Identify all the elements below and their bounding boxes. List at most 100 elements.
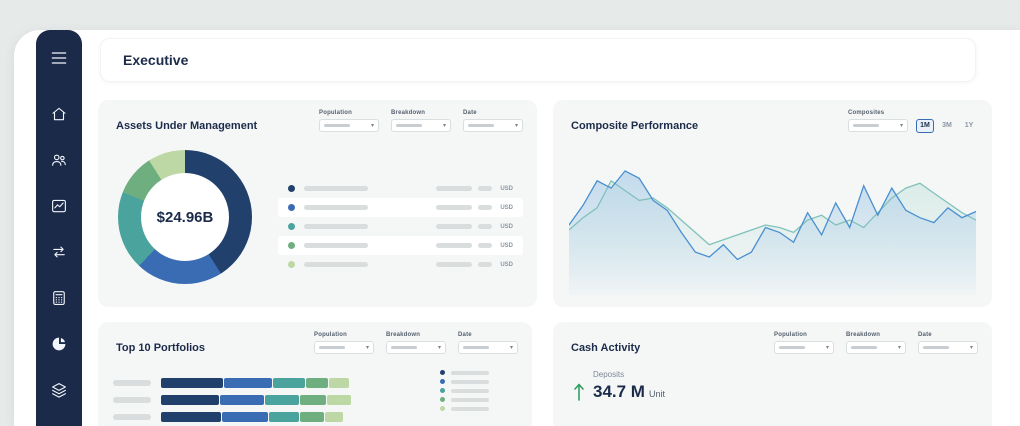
- card-assets-under-management: Assets Under Management Population ▾ Break…: [98, 100, 537, 307]
- bar-segment-teal: [273, 377, 305, 388]
- portfolio-name-placeholder: [113, 396, 151, 403]
- filter-select[interactable]: ▾: [774, 341, 834, 354]
- sidebar-item-holdings[interactable]: [36, 380, 82, 400]
- filter-select[interactable]: ▾: [463, 119, 523, 132]
- legend-value-placeholder: [436, 186, 473, 191]
- transfer-arrows-icon: [53, 246, 65, 258]
- sidebar-item-performance[interactable]: [36, 196, 82, 216]
- filter-label: Breakdown: [386, 332, 421, 338]
- filter-group: Composites ▾: [848, 110, 908, 132]
- filter-group: Date ▾: [458, 332, 518, 354]
- bar-segment-lightGreen: [325, 411, 343, 422]
- sidebar-item-transactions[interactable]: [36, 242, 82, 262]
- legend-name-placeholder: [304, 205, 368, 210]
- filter-group: Population ▾: [774, 332, 834, 354]
- legend-currency: USD: [500, 185, 513, 192]
- bar-segment-teal: [269, 411, 299, 422]
- deposits-label: Deposits: [593, 370, 625, 379]
- range-button-1y[interactable]: 1Y: [960, 119, 978, 133]
- legend-currency: USD: [500, 204, 513, 211]
- sidebar: [36, 30, 82, 426]
- card-composite-performance: Composite Performance Composites ▾ 1M 3M 1Y: [553, 100, 992, 307]
- filter-placeholder: [391, 346, 417, 349]
- aum-total-value: $24.96B: [156, 208, 214, 226]
- legend-dot: [440, 379, 445, 384]
- chevron-down-icon: ▾: [437, 344, 441, 351]
- legend-name-placeholder: [451, 379, 489, 384]
- card-cash-activity: Cash Activity Population ▾ Breakdown ▾ Date ▾…: [553, 322, 992, 426]
- legend-change-placeholder: [478, 262, 493, 267]
- portfolio-name-placeholder: [113, 413, 151, 420]
- filter-label: Date: [458, 332, 472, 338]
- portfolio-legend-row: [440, 379, 489, 384]
- legend-name-placeholder: [451, 388, 489, 393]
- legend-currency: USD: [500, 223, 513, 230]
- filter-select[interactable]: ▾: [846, 341, 906, 354]
- filter-select[interactable]: ▾: [386, 341, 446, 354]
- card-title: Composite Performance: [571, 120, 699, 132]
- sidebar-item-clients[interactable]: [36, 150, 82, 170]
- composite-controls: Composites ▾ 1M 3M 1Y: [848, 110, 978, 133]
- chevron-down-icon: ▾: [825, 344, 829, 351]
- cash-content: Deposits 34.7 M Unit: [573, 370, 665, 402]
- pie-chart-icon: [52, 337, 66, 351]
- bar-segment-green: [306, 377, 328, 388]
- legend-row: USD: [278, 255, 523, 274]
- filter-label: Date: [918, 332, 932, 338]
- portfolio-legend-row: [440, 370, 489, 375]
- filter-select[interactable]: ▾: [918, 341, 978, 354]
- legend-dot: [288, 185, 295, 192]
- filter-select[interactable]: ▾: [319, 119, 379, 132]
- filter-placeholder: [396, 124, 422, 127]
- legend-dot: [440, 388, 445, 393]
- portfolio-row: [113, 374, 448, 391]
- filter-label: Composites: [848, 110, 885, 116]
- bar-segment-navy: [161, 377, 223, 388]
- trend-up-arrow-icon: [574, 383, 584, 401]
- legend-name-placeholder: [451, 406, 489, 411]
- legend-name-placeholder: [451, 370, 489, 375]
- range-button-3m[interactable]: 3M: [938, 119, 956, 133]
- bar-segment-lightGreen: [329, 377, 349, 388]
- card-title: Top 10 Portfolios: [116, 342, 206, 354]
- range-buttons: 1M 3M 1Y: [916, 118, 978, 133]
- legend-row: USD: [278, 179, 523, 198]
- legend-change-placeholder: [478, 186, 493, 191]
- filter-group: Breakdown ▾: [386, 332, 446, 354]
- filter-bar: Composites ▾: [848, 110, 908, 132]
- filter-placeholder: [853, 124, 879, 127]
- range-button-1m[interactable]: 1M: [916, 118, 934, 133]
- bar-segment-teal: [265, 394, 299, 405]
- bar-segment-green: [300, 394, 326, 405]
- filter-select[interactable]: ▾: [314, 341, 374, 354]
- legend-row: USD: [278, 236, 523, 255]
- filter-select[interactable]: ▾: [391, 119, 451, 132]
- sidebar-item-home[interactable]: [36, 104, 82, 124]
- filter-select[interactable]: ▾: [848, 119, 908, 132]
- deposits-value: 34.7 M: [593, 382, 645, 401]
- legend-row: USD: [278, 198, 523, 217]
- legend-value-placeholder: [436, 205, 473, 210]
- filter-placeholder: [324, 124, 350, 127]
- legend-name-placeholder: [304, 186, 368, 191]
- menu-icon[interactable]: [49, 48, 69, 68]
- sidebar-item-allocation[interactable]: [36, 334, 82, 354]
- page-title: Executive: [123, 52, 189, 68]
- portfolio-legend: [440, 370, 489, 411]
- legend-value-placeholder: [436, 243, 473, 248]
- bar-segment-blue: [220, 394, 264, 405]
- filter-label: Breakdown: [391, 110, 426, 116]
- filter-group: Population ▾: [319, 110, 379, 132]
- legend-name-placeholder: [451, 397, 489, 402]
- filter-placeholder: [779, 346, 805, 349]
- legend-change-placeholder: [478, 243, 493, 248]
- bar-segment-blue: [224, 377, 272, 388]
- filter-label: Population: [319, 110, 352, 116]
- chart-icon: [52, 199, 66, 213]
- legend-dot: [288, 223, 295, 230]
- filter-select[interactable]: ▾: [458, 341, 518, 354]
- aum-legend: USD USD USD USD USD: [278, 179, 523, 274]
- sidebar-item-calculator[interactable]: [36, 288, 82, 308]
- chevron-down-icon: ▾: [442, 122, 446, 129]
- legend-dot: [440, 406, 445, 411]
